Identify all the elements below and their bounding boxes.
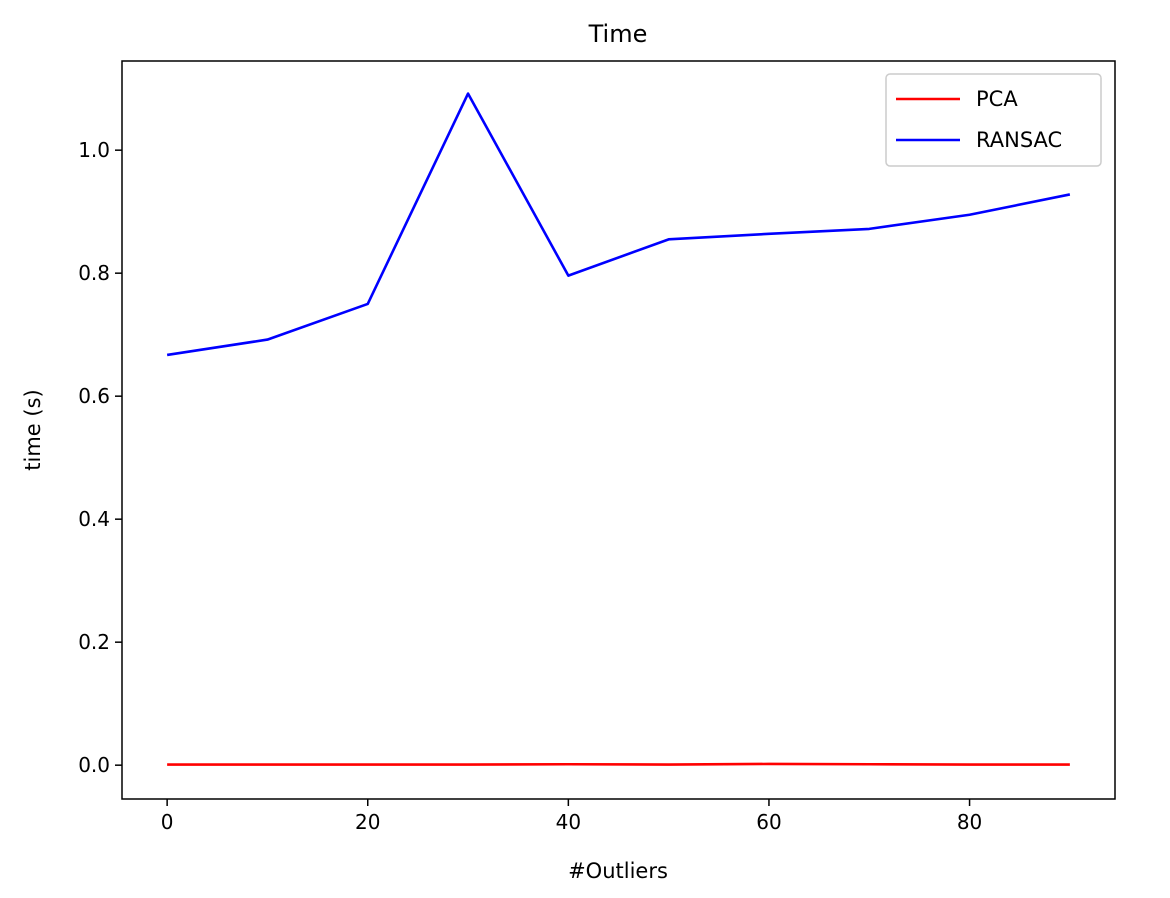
x-tick-label: 60 (756, 810, 781, 834)
x-tick-label: 0 (161, 810, 174, 834)
y-axis-label: time (s) (21, 389, 45, 470)
x-tick-label: 80 (957, 810, 982, 834)
x-tick-label: 20 (355, 810, 380, 834)
series-line-pca (167, 762, 1070, 766)
y-tick-label: 0.4 (78, 507, 110, 531)
y-tick-label: 0.8 (78, 261, 110, 285)
axes-frame (121, 60, 1116, 800)
legend-label-pca: PCA (976, 87, 1018, 111)
plot-area (166, 92, 1071, 766)
legend: PCA RANSAC (885, 73, 1102, 167)
y-tick-label: 1.0 (78, 138, 110, 162)
legend-label-ransac: RANSAC (976, 128, 1062, 152)
y-tick-label: 0.0 (78, 753, 110, 777)
x-axis-label: #Outliers (568, 859, 668, 883)
y-tick-label: 0.6 (78, 384, 110, 408)
x-tick-label: 40 (556, 810, 581, 834)
y-axis: 0.0 0.2 0.4 0.6 0.8 1.0 (78, 138, 122, 777)
legend-box (885, 73, 1102, 167)
y-tick-label: 0.2 (78, 630, 110, 654)
x-axis: 0 20 40 60 80 (161, 799, 982, 834)
series-line-ransac (166, 92, 1071, 357)
chart-title: Time (588, 20, 648, 48)
